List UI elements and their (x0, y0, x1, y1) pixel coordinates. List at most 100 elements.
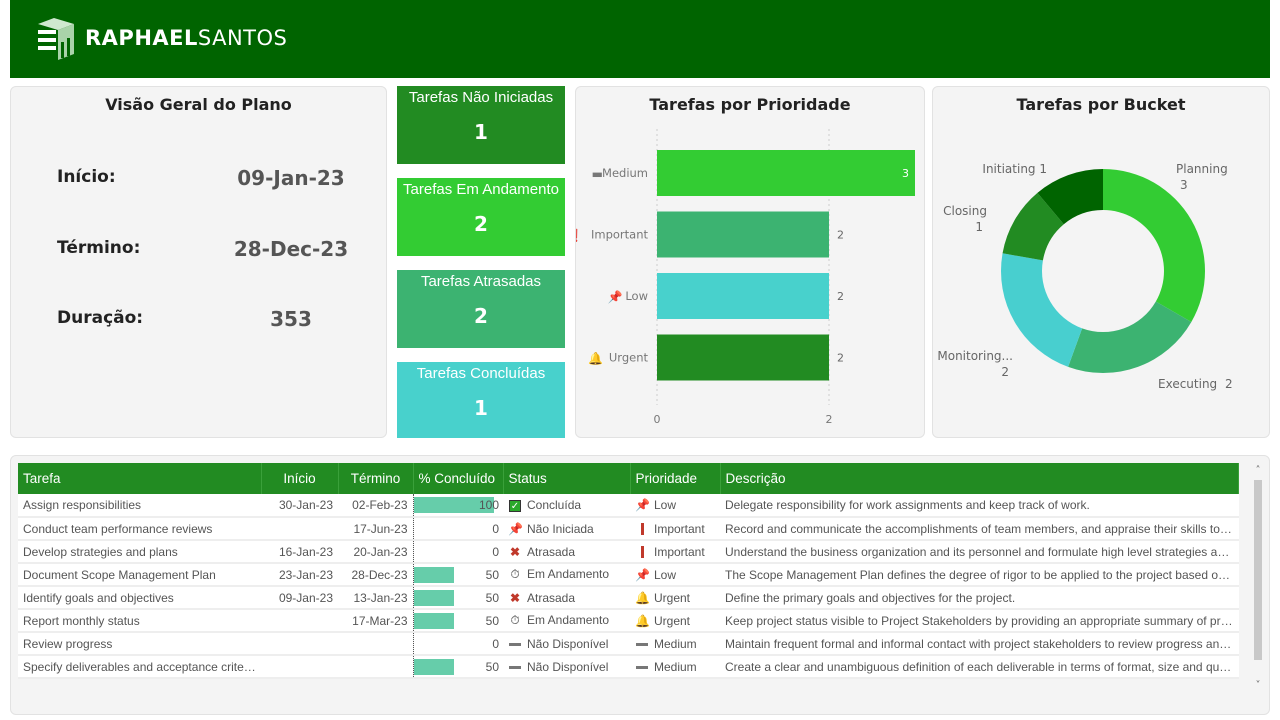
task-description: The Scope Management Plan defines the de… (720, 563, 1239, 587)
task-pct: 0 (412, 540, 503, 564)
task-end: 13-Jan-23 (338, 586, 413, 610)
bar-medium (657, 150, 915, 196)
task-priority: 🔔 Urgent (630, 586, 720, 610)
col-end[interactable]: Término (338, 463, 414, 494)
x-icon: ✖ (509, 590, 521, 605)
task-description: Maintain frequent formal and informal co… (720, 632, 1239, 656)
bell-icon: 🔔 (635, 613, 650, 628)
table-scrollbar[interactable]: ˄ ˅ (1250, 465, 1266, 695)
status-text: Em Andamento (527, 613, 610, 627)
bell-icon: 🔔 (588, 352, 603, 366)
pct-value: 0 (492, 521, 499, 536)
data-label-name: Monitoring... (937, 349, 1013, 363)
col-description[interactable]: Descrição (720, 463, 1239, 494)
bucket-donut-chart: Planning 3 Executing 2 Monitoring... 2 Closin… (937, 162, 1233, 391)
status-text: Atrasada (527, 544, 576, 559)
table-row[interactable]: Assign responsibilities 30-Jan-23 02-Feb… (18, 494, 1239, 518)
pin-icon: 📌 (635, 498, 650, 512)
priority-text: Important (654, 521, 705, 536)
table-row[interactable]: Review progress 0 Não Disponível Medium … (18, 632, 1239, 656)
category-label: Important (591, 228, 649, 242)
priority-bar-chart: 0 2 3 Medium▬ 2 Important ❗ 2 Low📌 2 Urgent 🔔 (576, 129, 915, 426)
task-priority: Important (630, 540, 720, 564)
status-text: Em Andamento (527, 567, 610, 581)
bar-low (657, 273, 829, 319)
start-label: Início: (57, 167, 116, 187)
scroll-down-icon[interactable]: ˅ (1255, 680, 1261, 691)
table-row[interactable]: Document Scope Management Plan 23-Jan-23… (18, 563, 1239, 587)
col-priority[interactable]: Prioridade (630, 463, 721, 494)
data-label-name: Executing (1158, 377, 1217, 391)
data-label-name: Planning (1176, 162, 1228, 176)
col-start[interactable]: Início (261, 463, 339, 494)
task-name: Specify deliverables and acceptance crit… (18, 655, 261, 679)
pct-bar (414, 497, 494, 513)
x-tick-label: 2 (826, 413, 833, 426)
task-priority: 📌 Low (630, 563, 720, 587)
priority-text: Low (654, 567, 677, 582)
status-text: Não Disponível (527, 636, 609, 651)
data-label-name: Closing (943, 204, 987, 218)
duration-label: Duração: (57, 308, 144, 328)
task-pct: 0 (412, 517, 503, 541)
task-pct: 0 (412, 632, 503, 656)
task-name: Conduct team performance reviews (18, 517, 261, 541)
task-name: Identify goals and objectives (18, 586, 261, 610)
logo-icon (38, 18, 74, 60)
pct-bar (414, 590, 454, 606)
task-start (261, 517, 338, 541)
col-pct[interactable]: % Concluído (413, 463, 504, 494)
category-label: Urgent (609, 351, 649, 365)
task-end: 17-Jun-23 (338, 517, 413, 541)
exclamation-icon: ❗ (576, 229, 584, 243)
col-task[interactable]: Tarefa (18, 463, 262, 494)
table-row[interactable]: Report monthly status 17-Mar-23 50 ⏱ Em A… (18, 609, 1239, 633)
x-icon: ✖ (509, 544, 521, 559)
task-status: ✖ Atrasada (503, 540, 630, 564)
kpi-late: Tarefas Atrasadas 2 (397, 270, 565, 348)
kpi-label: Tarefas Não Iniciadas (408, 89, 554, 106)
task-end: 02-Feb-23 (338, 494, 413, 518)
status-text: Concluída (527, 498, 582, 512)
slice-monitoring (1001, 253, 1083, 367)
task-priority: Medium (630, 655, 720, 679)
data-label-name: Initiating 1 (982, 162, 1047, 176)
task-priority: Medium (630, 632, 720, 656)
pct-value: 50 (485, 613, 499, 628)
task-end (338, 655, 413, 679)
table-row[interactable]: Develop strategies and plans 16-Jan-23 2… (18, 540, 1239, 564)
task-name: Develop strategies and plans (18, 540, 261, 564)
data-label-value: 2 (1001, 365, 1009, 379)
task-end (338, 632, 413, 656)
pin-icon: 📌 (608, 289, 623, 304)
priority-text: Medium (654, 636, 697, 651)
kpi-value: 1 (474, 120, 488, 144)
task-pct: 50 (412, 563, 503, 587)
kpi-not-started: Tarefas Não Iniciadas 1 (397, 86, 565, 164)
bell-icon: 🔔 (635, 590, 650, 605)
bucket-chart-title: Tarefas por Bucket (1016, 95, 1186, 114)
task-status: ✓ Concluída (503, 494, 630, 518)
kpi-value: 2 (474, 304, 488, 328)
pin-icon: 📌 (635, 567, 650, 582)
kpi-label: Tarefas Atrasadas (420, 273, 542, 290)
dash-icon (635, 660, 649, 674)
priority-text: Urgent (654, 613, 691, 628)
end-label: Término: (57, 238, 141, 258)
bar-value-label: 3 (902, 167, 909, 180)
priority-chart-card: Tarefas por Prioridade 0 2 3 Medium ▬ 2 Import… (575, 86, 925, 438)
task-pct: 100 (412, 494, 503, 518)
task-description: Delegate responsibility for work assignm… (720, 494, 1239, 518)
scroll-up-icon[interactable]: ˄ (1255, 465, 1261, 476)
exclamation-icon (635, 545, 649, 559)
table-row[interactable]: Specify deliverables and acceptance crit… (18, 655, 1239, 679)
task-priority: 📌 Low (630, 494, 720, 518)
col-status[interactable]: Status (503, 463, 631, 494)
table-row[interactable]: Conduct team performance reviews 17-Jun-… (18, 517, 1239, 541)
header-bar (10, 0, 1270, 78)
slice-initiating (1037, 169, 1103, 225)
scroll-thumb[interactable] (1254, 480, 1262, 660)
dash-icon (508, 637, 522, 651)
table-row[interactable]: Identify goals and objectives 09-Jan-23 … (18, 586, 1239, 610)
data-label-value: 2 (1225, 377, 1233, 391)
